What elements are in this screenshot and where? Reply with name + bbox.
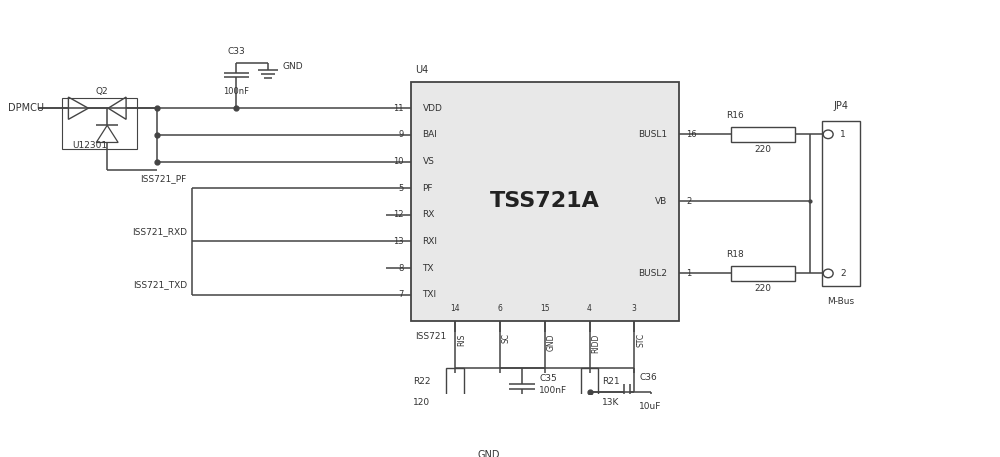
Text: BUSL2: BUSL2 bbox=[638, 269, 667, 278]
Text: TX: TX bbox=[422, 264, 434, 272]
Text: 1: 1 bbox=[840, 130, 846, 139]
Text: 10uF: 10uF bbox=[639, 402, 662, 411]
Text: GND: GND bbox=[282, 62, 303, 71]
Text: JP4: JP4 bbox=[834, 101, 849, 111]
Bar bbox=[581, 368, 598, 415]
Text: 16: 16 bbox=[686, 130, 697, 139]
Text: R21: R21 bbox=[602, 377, 620, 386]
Text: C33: C33 bbox=[228, 47, 245, 56]
Text: C35: C35 bbox=[539, 374, 557, 383]
Text: 220: 220 bbox=[755, 145, 772, 154]
Text: PF: PF bbox=[422, 184, 433, 193]
Text: VDD: VDD bbox=[422, 104, 442, 113]
Text: GND: GND bbox=[547, 333, 556, 351]
Text: 5: 5 bbox=[398, 184, 404, 193]
Text: Q2: Q2 bbox=[96, 86, 109, 96]
Bar bbox=[446, 368, 464, 415]
Text: R16: R16 bbox=[726, 111, 743, 120]
Text: C36: C36 bbox=[639, 373, 657, 382]
Text: TXI: TXI bbox=[422, 290, 437, 299]
Text: ISS721_PF: ISS721_PF bbox=[140, 174, 187, 183]
Text: 11: 11 bbox=[393, 104, 404, 113]
Text: RIDD: RIDD bbox=[591, 333, 600, 353]
Text: DPMCU: DPMCU bbox=[8, 103, 44, 113]
Text: 9: 9 bbox=[398, 130, 404, 139]
Text: 13: 13 bbox=[393, 237, 404, 246]
Text: 100nF: 100nF bbox=[223, 87, 249, 96]
Text: ISS721: ISS721 bbox=[415, 332, 447, 340]
Text: 100nF: 100nF bbox=[539, 386, 567, 395]
Text: RX: RX bbox=[422, 210, 435, 219]
Text: VB: VB bbox=[655, 197, 667, 206]
Text: R18: R18 bbox=[726, 250, 743, 259]
Text: RIS: RIS bbox=[457, 333, 466, 346]
Text: 1: 1 bbox=[686, 269, 691, 278]
Text: 8: 8 bbox=[398, 264, 404, 272]
Text: VS: VS bbox=[422, 157, 434, 166]
Text: TSS721A: TSS721A bbox=[490, 191, 600, 212]
Text: ISS721_RXD: ISS721_RXD bbox=[132, 227, 187, 236]
Text: RXI: RXI bbox=[422, 237, 437, 246]
Text: 2: 2 bbox=[840, 269, 846, 278]
Text: U12301: U12301 bbox=[72, 141, 108, 149]
Text: BAI: BAI bbox=[422, 130, 437, 139]
Text: SC: SC bbox=[502, 333, 511, 343]
Text: STC: STC bbox=[636, 333, 645, 347]
Text: 12: 12 bbox=[393, 210, 404, 219]
Bar bbox=[62, 98, 137, 149]
Text: 6: 6 bbox=[498, 304, 502, 313]
Text: 15: 15 bbox=[540, 304, 550, 313]
Bar bbox=[411, 81, 679, 321]
Text: BUSL1: BUSL1 bbox=[638, 130, 667, 139]
Text: 2: 2 bbox=[686, 197, 691, 206]
Bar bbox=[731, 266, 795, 281]
Text: M-Bus: M-Bus bbox=[828, 297, 855, 306]
Text: 13K: 13K bbox=[602, 398, 620, 407]
Text: U4: U4 bbox=[415, 65, 429, 74]
Bar bbox=[731, 127, 795, 142]
Text: 7: 7 bbox=[398, 290, 404, 299]
Text: 14: 14 bbox=[450, 304, 460, 313]
Text: GND: GND bbox=[478, 450, 500, 457]
Text: 3: 3 bbox=[632, 304, 637, 313]
Text: R22: R22 bbox=[413, 377, 430, 386]
Text: 4: 4 bbox=[587, 304, 592, 313]
Text: 10: 10 bbox=[393, 157, 404, 166]
Bar bbox=[822, 122, 860, 286]
Text: 120: 120 bbox=[413, 398, 430, 407]
Text: ISS721_TXD: ISS721_TXD bbox=[133, 281, 187, 290]
Text: 220: 220 bbox=[755, 284, 772, 293]
